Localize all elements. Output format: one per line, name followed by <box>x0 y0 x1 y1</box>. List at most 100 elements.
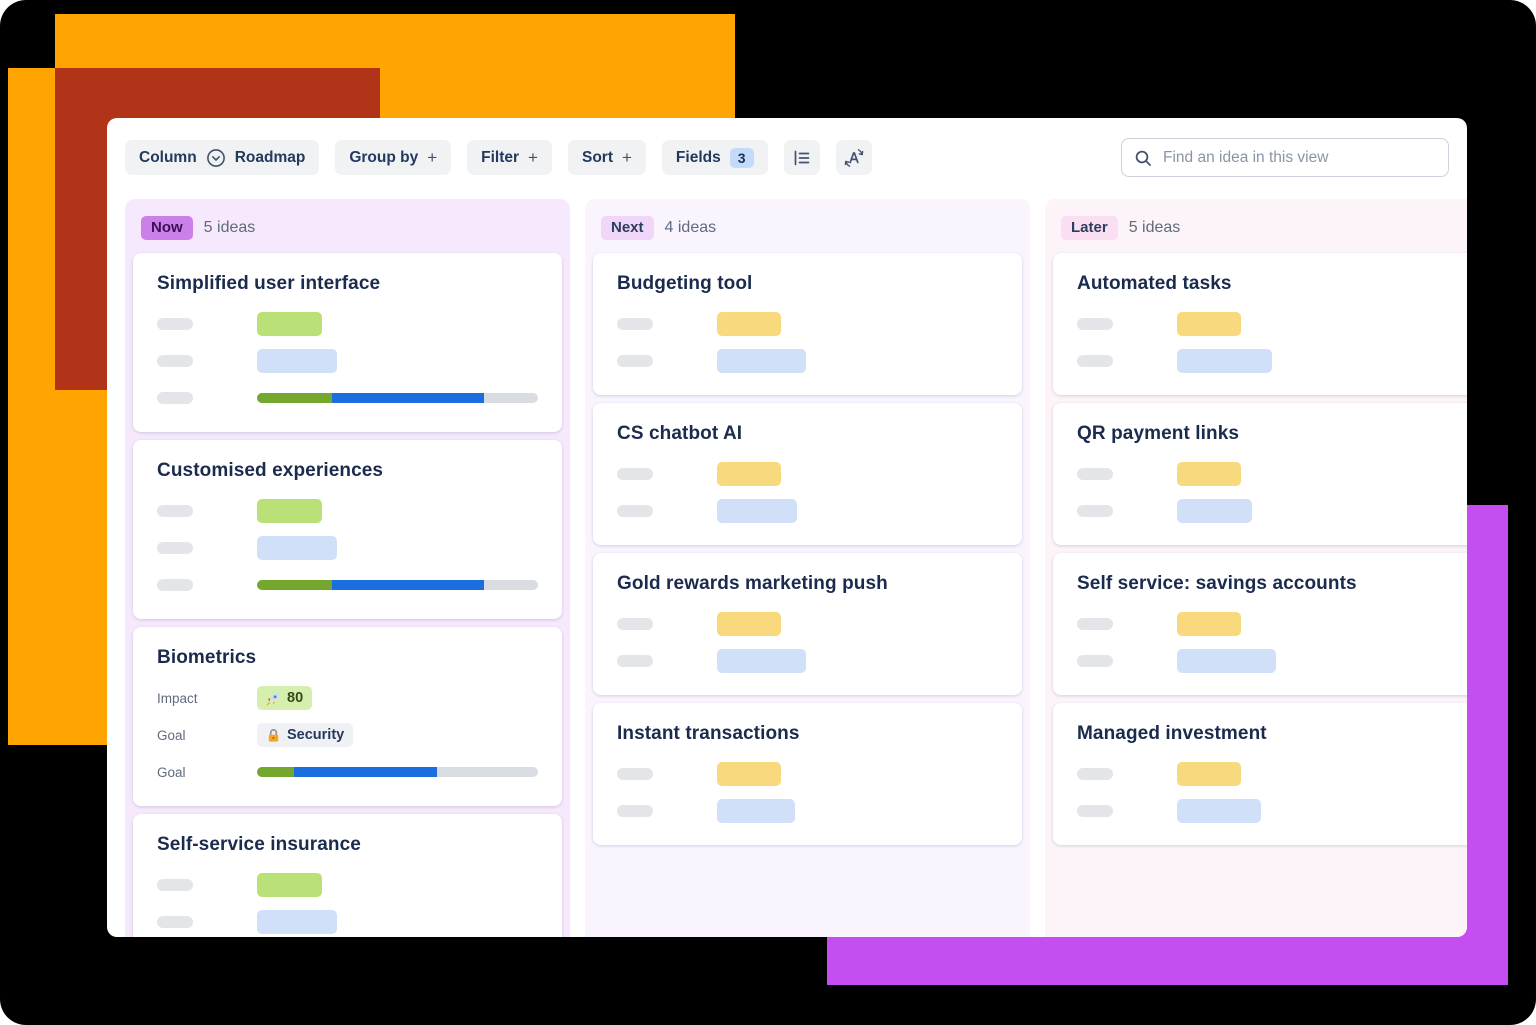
sort-button[interactable]: Sort + <box>567 140 646 175</box>
status-badge: Next <box>601 216 654 240</box>
skeleton-pill <box>157 879 193 891</box>
cards-list: Simplified user interface Customised expe… <box>125 253 570 937</box>
progress-segment <box>332 393 484 403</box>
skeleton-pill <box>157 542 193 554</box>
toolbar: Column Roadmap Group by + Filter + Sort … <box>107 118 1467 195</box>
skeleton-pill <box>617 318 653 330</box>
roadmap-board: Now 5 ideas Simplified user interface Custo… <box>107 195 1467 937</box>
value-pill <box>257 312 322 336</box>
idea-card[interactable]: CS chatbot AI <box>593 403 1022 545</box>
field-value: 80 <box>287 690 304 706</box>
card-row <box>617 612 998 636</box>
card-title: Budgeting tool <box>617 273 753 294</box>
value-pill <box>1177 499 1252 523</box>
skeleton-pill <box>617 355 653 367</box>
value-pill <box>1177 649 1276 673</box>
search-box[interactable] <box>1121 138 1449 177</box>
card-row <box>1077 462 1458 486</box>
skeleton-pill <box>617 505 653 517</box>
skeleton-pill <box>617 618 653 630</box>
skeleton-pill <box>617 768 653 780</box>
value-pill <box>1177 612 1241 636</box>
card-row <box>617 799 998 823</box>
group-by-button[interactable]: Group by + <box>335 140 452 175</box>
value-pill <box>257 910 337 934</box>
idea-card[interactable]: Managed investment <box>1053 703 1467 845</box>
column-count: 5 ideas <box>203 219 256 236</box>
card-row <box>157 386 538 410</box>
card-row <box>1077 312 1458 336</box>
idea-card[interactable]: Gold rewards marketing push <box>593 553 1022 695</box>
card-row <box>157 910 538 934</box>
card-row: Goal Security <box>157 723 538 747</box>
skeleton-pill <box>1077 805 1113 817</box>
column-header: Later 5 ideas <box>1045 199 1467 253</box>
value-pill <box>257 873 322 897</box>
value-pill <box>717 799 795 823</box>
status-badge: Later <box>1061 216 1118 240</box>
skeleton-pill <box>617 468 653 480</box>
value-pill <box>257 536 337 560</box>
idea-card[interactable]: Budgeting tool <box>593 253 1022 395</box>
skeleton-pill <box>157 392 193 404</box>
progress-bar <box>257 767 538 777</box>
card-row <box>157 573 538 597</box>
card-title: Gold rewards marketing push <box>617 573 888 594</box>
idea-card[interactable]: Automated tasks <box>1053 253 1467 395</box>
skeleton-pill <box>1077 768 1113 780</box>
progress-bar <box>257 580 538 590</box>
value-pill <box>717 649 806 673</box>
field-label: Goal <box>157 764 186 780</box>
board-column-now: Now 5 ideas Simplified user interface Custo… <box>125 199 570 937</box>
sort-alphabetical-button[interactable] <box>835 140 872 175</box>
card-row <box>617 499 998 523</box>
column-selector-label: Column <box>139 148 197 166</box>
board-column-next: Next 4 ideas Budgeting tool CS chatbot AI Go… <box>585 199 1030 937</box>
card-row <box>157 873 538 897</box>
card-row <box>1077 349 1458 373</box>
plus-icon: + <box>427 147 438 167</box>
search-input[interactable] <box>1161 147 1436 168</box>
card-row <box>157 312 538 336</box>
value-pill <box>257 499 322 523</box>
row-height-icon <box>794 150 809 165</box>
lock-icon <box>268 728 279 742</box>
column-count: 5 ideas <box>1128 219 1181 236</box>
skeleton-pill <box>157 505 193 517</box>
field-value: Security <box>287 727 345 743</box>
field-value-badge: 80 <box>257 686 313 710</box>
progress-segment <box>257 767 294 777</box>
idea-card[interactable]: Biometrics Impact 80 Goal Security Goal <box>133 627 562 806</box>
idea-card[interactable]: Self-service insurance <box>133 814 562 937</box>
sort-label: Sort <box>581 148 613 166</box>
card-title: Biometrics <box>157 647 257 668</box>
card-title: QR payment links <box>1077 423 1240 444</box>
card-title: Instant transactions <box>617 723 800 744</box>
skeleton-pill <box>1077 618 1113 630</box>
idea-card[interactable]: QR payment links <box>1053 403 1467 545</box>
filter-button[interactable]: Filter + <box>467 140 552 175</box>
card-title: Self-service insurance <box>157 834 361 855</box>
skeleton-pill <box>617 655 653 667</box>
plus-icon: + <box>621 147 632 167</box>
value-pill <box>1177 312 1241 336</box>
column-count: 4 ideas <box>664 219 717 236</box>
fields-button[interactable]: Fields 3 <box>661 140 768 175</box>
idea-card[interactable]: Instant transactions <box>593 703 1022 845</box>
column-selector[interactable]: Column Roadmap <box>125 140 320 175</box>
idea-card[interactable]: Self service: savings accounts <box>1053 553 1467 695</box>
progress-bar <box>257 393 538 403</box>
idea-card[interactable]: Customised experiences <box>133 440 562 619</box>
card-row <box>617 312 998 336</box>
card-row <box>617 462 998 486</box>
card-title: CS chatbot AI <box>617 423 743 444</box>
row-height-button[interactable] <box>783 140 820 175</box>
skeleton-pill <box>157 579 193 591</box>
card-title: Customised experiences <box>157 460 384 481</box>
idea-card[interactable]: Simplified user interface <box>133 253 562 432</box>
card-row <box>157 536 538 560</box>
chevron-down-icon <box>206 148 225 167</box>
card-row <box>157 349 538 373</box>
value-pill <box>717 312 781 336</box>
